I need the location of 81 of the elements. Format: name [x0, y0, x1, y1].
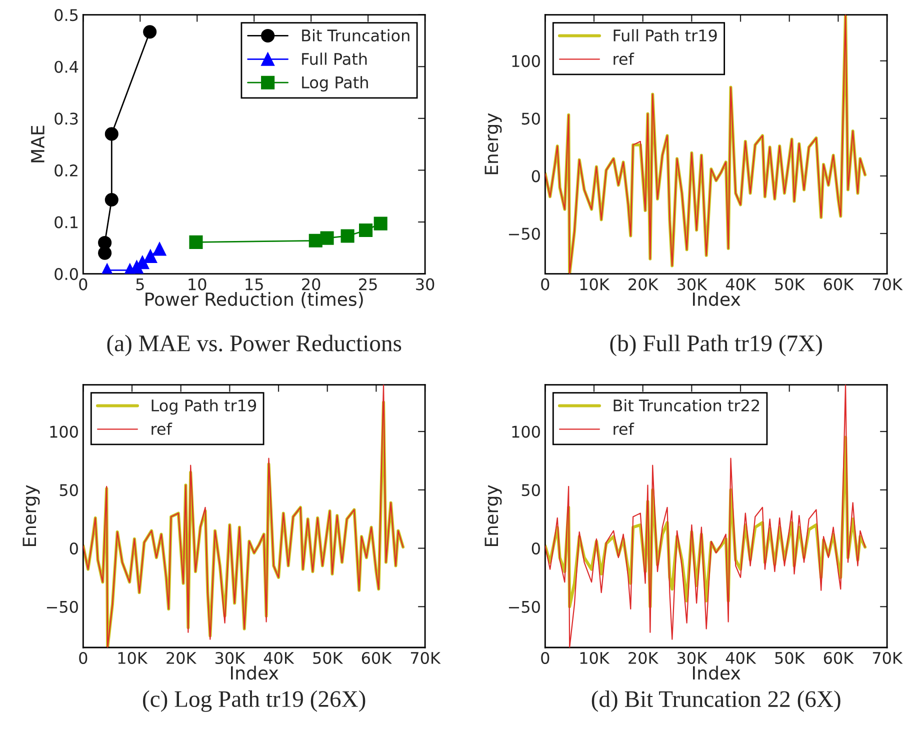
y-tick-label: 0.1 — [54, 216, 78, 228]
point — [144, 249, 158, 263]
y-tick-label: 100 — [512, 55, 540, 68]
y-tick-label: 0.2 — [54, 164, 78, 176]
x-tick-label: 25 — [359, 278, 377, 290]
x-tick-label: 0 — [541, 278, 550, 290]
text: (d) Bit Truncation 22 (6X) — [592, 690, 840, 712]
point — [104, 192, 118, 206]
x-tick-label: 30 — [416, 278, 434, 290]
x-tick-label: 30K — [216, 652, 246, 664]
point — [98, 236, 112, 250]
x-tick-label: 0 — [79, 652, 88, 664]
text: (c) Log Path tr19 (26X) — [143, 690, 366, 712]
y-axis-title: MAE — [31, 126, 44, 162]
y-tick-label: 100 — [50, 426, 78, 438]
x-tick-label: 20K — [628, 652, 659, 664]
y-tick-label: 0.5 — [54, 9, 78, 22]
y-tick-label: −50 — [46, 600, 78, 613]
text: (a) MAE vs. Power Reductions — [107, 334, 402, 356]
legend-label: Bit Truncation tr22 — [614, 399, 759, 412]
y-tick-label: 0.3 — [54, 112, 78, 125]
y-tick-label: 50 — [522, 484, 540, 496]
x-tick-label: 70K — [872, 652, 903, 664]
legend-label: ref — [614, 422, 634, 435]
x-tick-label: 20K — [628, 278, 659, 290]
x-axis-title: Index — [231, 666, 278, 680]
x-tick-label: 70K — [872, 278, 903, 290]
x-tick-label: 40K — [726, 278, 756, 290]
point — [104, 127, 118, 141]
text: (b) Full Path tr19 (7X) — [610, 334, 822, 356]
x-tick-label: 0 — [79, 278, 88, 290]
x-tick-label: 10 — [188, 278, 206, 290]
y-tick-label: 50 — [522, 112, 540, 125]
y-tick-label: 0.4 — [54, 60, 78, 73]
y-axis-title: Energy — [484, 485, 502, 546]
x-tick-label: 30K — [678, 278, 708, 290]
y-tick-label: 50 — [60, 484, 78, 496]
y-tick-label: 0 — [532, 170, 540, 182]
point — [374, 216, 388, 230]
x-tick-label: 15 — [246, 278, 263, 290]
y-tick-label: 0 — [70, 542, 78, 555]
x-tick-label: 10K — [580, 278, 610, 290]
point — [143, 25, 157, 39]
y-axis-title: Energy — [484, 113, 502, 174]
x-tick-label: 5 — [136, 278, 144, 290]
point — [359, 224, 373, 238]
legend-label: Full Path — [302, 52, 367, 65]
x-tick-label: 0 — [541, 652, 550, 664]
legend-label: Log Path — [302, 76, 368, 92]
legend-label: Log Path tr19 — [152, 399, 256, 415]
legend-label: ref — [614, 52, 634, 65]
x-axis-title: Index — [693, 292, 740, 306]
point — [340, 229, 354, 243]
x-tick-label: 60K — [824, 652, 854, 664]
y-axis-title: Energy — [22, 485, 40, 546]
y-tick-label: 100 — [512, 426, 540, 438]
legend-label: Bit Truncation — [302, 29, 410, 42]
x-tick-label: 60K — [362, 652, 392, 664]
point — [189, 235, 203, 249]
x-tick-label: 20 — [302, 278, 320, 290]
y-tick-label: −50 — [508, 600, 540, 613]
point — [152, 242, 166, 256]
y-tick-label: 0 — [532, 542, 540, 555]
legend-label: Full Path tr19 — [614, 29, 717, 42]
point — [320, 231, 334, 245]
x-tick-label: 30K — [678, 652, 708, 664]
y-tick-label: −50 — [508, 228, 540, 240]
x-axis-title: Index — [693, 666, 740, 680]
x-tick-label: 60K — [824, 278, 854, 290]
x-tick-label: 10K — [118, 652, 148, 664]
x-tick-label: 40K — [726, 652, 756, 664]
x-tick-label: 50K — [775, 278, 806, 290]
legend-label: ref — [152, 422, 172, 435]
x-axis-title: Power Reduction (times) — [146, 292, 363, 308]
x-tick-label: 10K — [580, 652, 610, 664]
x-tick-label: 70K — [410, 652, 441, 664]
x-tick-label: 50K — [313, 652, 344, 664]
x-tick-label: 20K — [166, 652, 197, 664]
y-tick-label: 0.0 — [54, 268, 78, 280]
x-tick-label: 40K — [264, 652, 294, 664]
x-tick-label: 50K — [775, 652, 806, 664]
